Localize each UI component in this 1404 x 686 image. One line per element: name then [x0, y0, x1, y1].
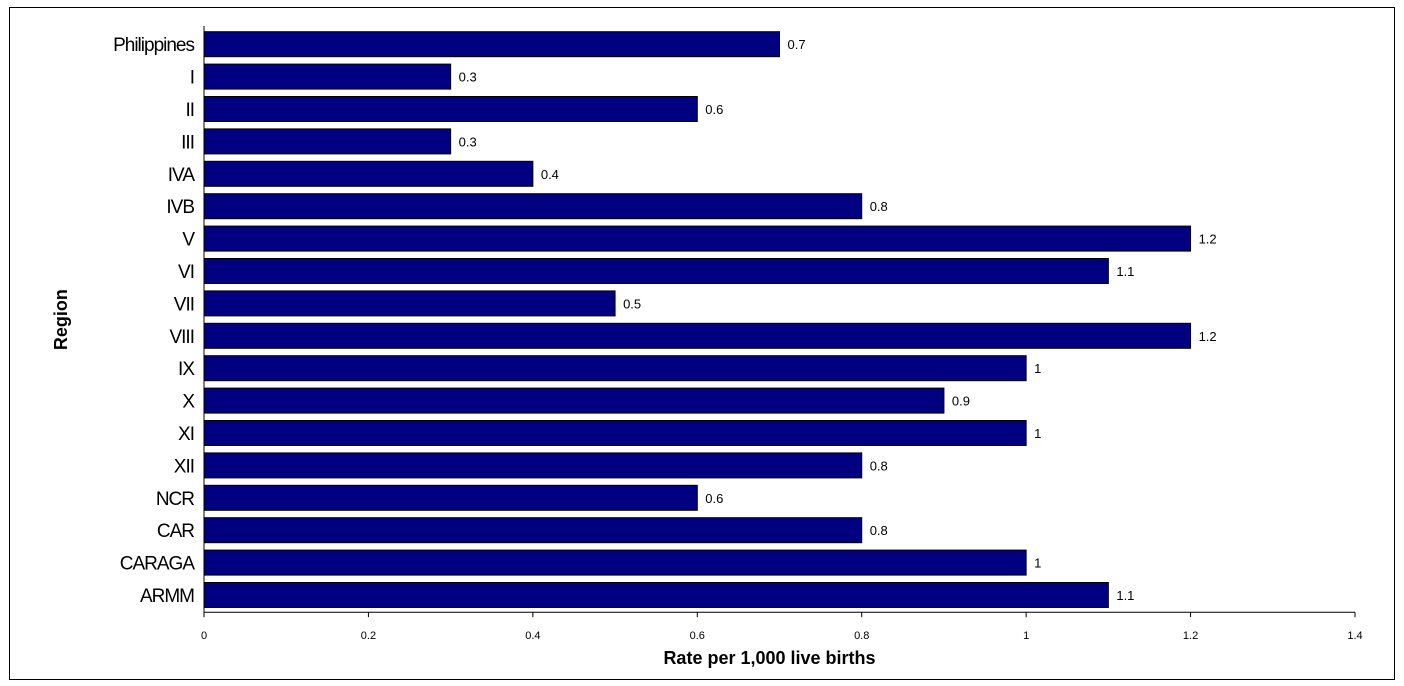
bar-ivb [203, 193, 863, 220]
data-label: 1.2 [1199, 232, 1217, 247]
bar-x [203, 387, 945, 414]
data-label: 1 [1034, 361, 1041, 376]
data-label: 0.3 [459, 70, 477, 85]
x-tick-label: 1.2 [1183, 630, 1198, 642]
category-label: ARMM [140, 586, 194, 607]
data-label: 1.1 [1116, 588, 1134, 603]
x-tick-label: 1 [1023, 630, 1029, 642]
category-label: CAR [157, 521, 194, 542]
data-label: 0.5 [623, 296, 641, 311]
bar-caraga [203, 549, 1027, 576]
data-label: 1 [1034, 556, 1041, 571]
bars-group [203, 31, 1192, 608]
bar-ix [203, 355, 1027, 382]
category-label: X [182, 392, 195, 413]
data-label: 0.9 [952, 394, 970, 409]
data-label: 1.1 [1116, 264, 1134, 279]
bar-car [203, 517, 863, 544]
x-axis-ticks: 0 0.2 0.4 0.6 0.8 1 1.2 1.4 [201, 612, 1363, 642]
bar-vi [203, 258, 1109, 284]
data-label: 0.4 [541, 167, 559, 182]
bar-ncr [203, 484, 698, 511]
category-label: IX [178, 359, 195, 380]
x-tick-label: 0.8 [854, 630, 869, 642]
category-label: IVB [166, 197, 194, 218]
data-label: 0.7 [788, 37, 806, 52]
bar-philippines [203, 31, 780, 58]
x-axis-title: Rate per 1,000 live births [663, 648, 875, 668]
bar-i [203, 63, 452, 90]
bar-xii [203, 452, 863, 479]
bar-xi [203, 420, 1027, 446]
bar-armm [203, 582, 1109, 608]
category-label: IVA [168, 165, 196, 186]
data-labels: 0.7 0.3 0.6 0.3 0.4 0.8 1.2 1.1 0.5 1.2 1 0.9 1 0.8 0.… [459, 37, 1217, 603]
bar-iii [203, 128, 452, 155]
data-label: 0.8 [870, 199, 888, 214]
category-label: I [190, 68, 194, 89]
category-label: VIII [169, 327, 194, 348]
x-tick-label: 0.2 [361, 630, 376, 642]
x-tick-label: 0 [201, 630, 207, 642]
data-label: 1 [1034, 426, 1041, 441]
bar-viii [203, 322, 1192, 349]
category-label: V [182, 230, 195, 251]
data-label: 0.8 [870, 458, 888, 473]
category-label: XI [178, 424, 194, 445]
category-label: VII [174, 294, 194, 315]
y-axis-title: Region [51, 289, 71, 350]
data-label: 0.6 [705, 102, 723, 117]
bar-v [203, 225, 1192, 252]
data-label: 0.3 [459, 134, 477, 149]
data-label: 0.8 [870, 523, 888, 538]
data-label: 1.2 [1199, 329, 1217, 344]
x-tick-label: 0.6 [690, 630, 705, 642]
category-label: XII [174, 456, 194, 477]
category-labels: PhilippinesIIIIIIIVAIVBVVIVIIVIIIIXXXIXI… [113, 35, 196, 607]
x-tick-label: 1.4 [1347, 630, 1362, 642]
category-label: II [185, 100, 194, 121]
category-label: VI [178, 262, 194, 283]
category-label: NCR [156, 489, 194, 510]
category-label: CARAGA [120, 554, 196, 575]
bar-iva [203, 160, 534, 187]
x-tick-label: 0.4 [525, 630, 540, 642]
category-label: III [181, 132, 194, 153]
bar-ii [203, 96, 698, 122]
bar-vii [203, 290, 616, 317]
category-label: Philippines [113, 35, 194, 56]
data-label: 0.6 [705, 491, 723, 506]
